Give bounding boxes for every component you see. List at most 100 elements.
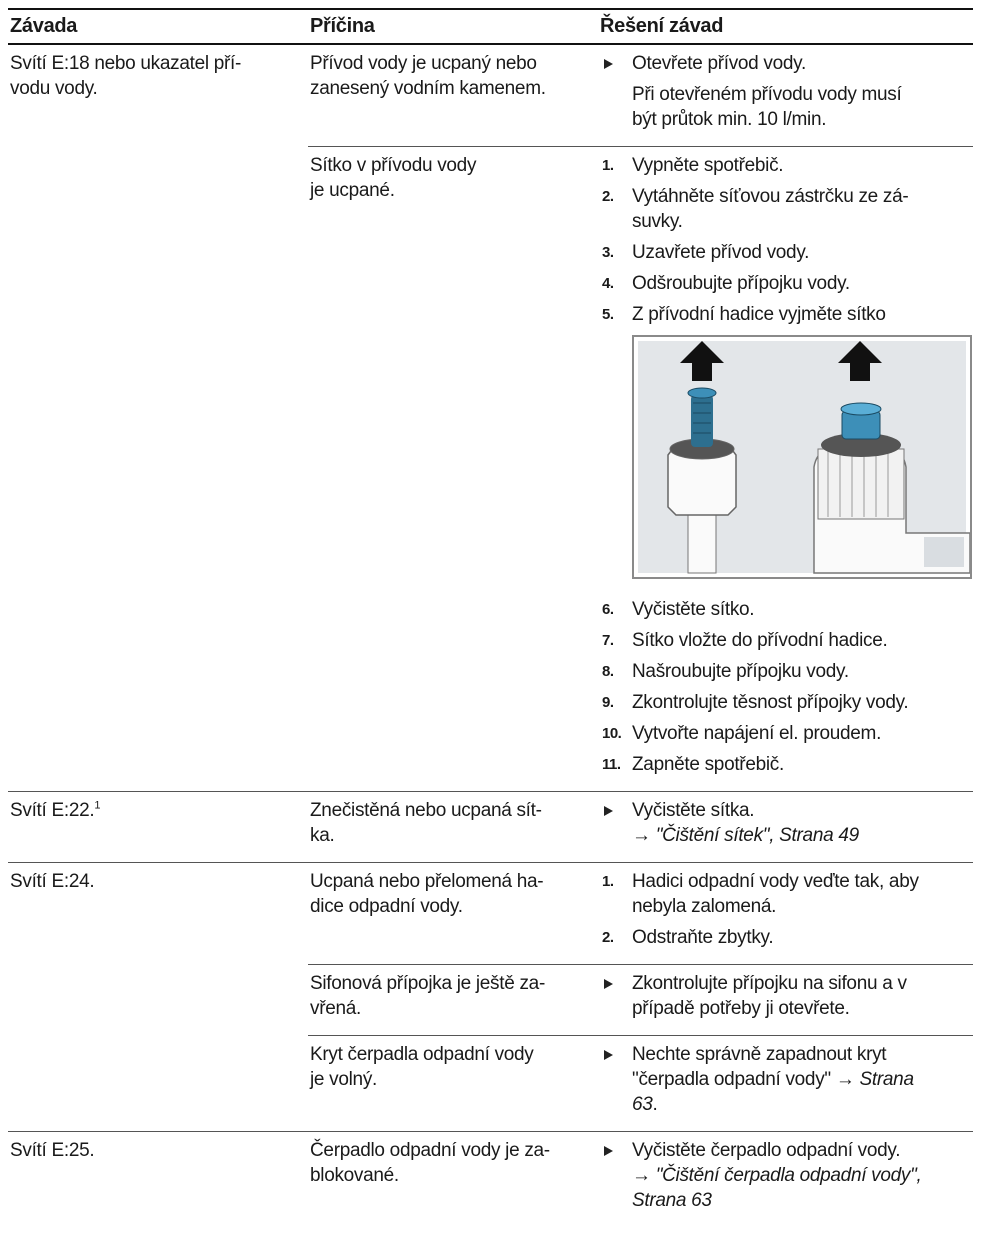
action-text: Nechte správně zapadnout kryt "čerpadla …: [632, 1044, 887, 1090]
header-cell: Řešení závad: [598, 8, 973, 45]
action-text: Vyčistěte čerpadlo odpadní vody.: [632, 1140, 901, 1161]
note: Při otevřeném přívodu vody musí být průt…: [632, 84, 902, 130]
step: 9. Zkontrolujte těsnost přípojky vody.: [600, 690, 965, 715]
fault-text: Svítí E:24.: [10, 871, 95, 892]
header-cell: Závada: [8, 8, 308, 45]
cause-text: Sifonová přípojka je ještě za- vřená.: [310, 973, 545, 1019]
step-text: Zapněte spotřebič.: [632, 754, 784, 775]
link-text: "Čištění čerpadla odpadní vody", Strana …: [632, 1165, 922, 1211]
header-cell: Příčina: [308, 8, 598, 45]
fault-cell: Svítí E:25.: [8, 1131, 308, 1227]
step: 4. Odšroubujte přípojku vody.: [600, 271, 965, 296]
footnote-mark: 1: [94, 799, 101, 812]
cause-cell: Ucpaná nebo přelomená ha- dice odpadní v…: [308, 862, 598, 965]
document: Závada Příčina Řešení závad Svítí E:18 n…: [8, 8, 973, 1227]
step-number: 5.: [602, 306, 614, 323]
action-item: Vyčistěte sítka. → "Čištění sítek", Stran…: [600, 798, 965, 848]
cause-cell: Čerpadlo odpadní vody je za- blokované.: [308, 1131, 598, 1227]
step-text: Z přívodní hadice vyjměte sítko: [632, 304, 886, 325]
step-number: 2.: [602, 929, 614, 946]
action-text: Zkontrolujte přípojku na sifonu a v příp…: [632, 973, 907, 1019]
table-row: Kryt čerpadla odpadní vody je volný. Nech…: [8, 1035, 973, 1132]
solution-cell: Vyčistěte sítka. → "Čištění sítek", Stran…: [598, 791, 973, 863]
step-text: Sítko vložte do přívodní hadice.: [632, 630, 888, 651]
action-item: Nechte správně zapadnout kryt "čerpadla …: [600, 1042, 965, 1117]
step-number: 8.: [602, 663, 614, 680]
step-text: Vyčistěte sítko.: [632, 599, 755, 620]
bullet: [604, 806, 613, 816]
step-number: 2.: [602, 188, 614, 205]
arrow: →: [632, 825, 651, 846]
cause-text: Čerpadlo odpadní vody je za- blokované.: [310, 1140, 550, 1186]
bullet: [604, 1146, 613, 1156]
tail: .: [652, 1094, 658, 1115]
step: 7. Sítko vložte do přívodní hadice.: [600, 628, 965, 653]
step: 2. Vytáhněte síťovou zástrčku ze zá- suvk…: [600, 184, 965, 234]
fault-text: Svítí E:22.: [10, 800, 95, 821]
solution-cell: Otevřete přívod vody. Při otevřeném přívo…: [598, 44, 973, 147]
fault-cell: Svítí E:22.1: [8, 791, 308, 863]
step-text: Zkontrolujte těsnost přípojky vody.: [632, 692, 909, 713]
fault-text: Svítí E:25.: [10, 1140, 95, 1161]
action-text: Otevřete přívod vody.: [632, 53, 806, 74]
cause-cell: Sítko v přívodu vody je ucpané.: [308, 146, 598, 792]
cause-cell: Sifonová přípojka je ještě za- vřená.: [308, 964, 598, 1036]
solution-cell: 1. Hadici odpadní vody veďte tak, aby neb…: [598, 862, 973, 965]
step-number: 11.: [602, 756, 621, 773]
table-row: Svítí E:24. Ucpaná nebo přelomená ha- dic…: [8, 862, 973, 1132]
table-row: Svítí E:22.1 Znečistěná nebo ucpaná sít- …: [8, 791, 973, 863]
step: 3. Uzavřete přívod vody.: [600, 240, 965, 265]
step-number: 10.: [602, 725, 622, 742]
fault-cell: Svítí E:24.: [8, 862, 308, 1132]
step-number: 1.: [602, 157, 614, 174]
table-row: Svítí E:25. Čerpadlo odpadní vody je za- …: [8, 1131, 973, 1227]
fault-cell: Svítí E:18 nebo ukazatel pří- vodu vody.: [8, 44, 308, 792]
action-text: Vyčistěte sítka.: [632, 800, 755, 821]
troubleshooting-table: Závada Příčina Řešení závad Svítí E:18 n…: [8, 8, 973, 1227]
step-number: 3.: [602, 244, 614, 261]
table-row: Sítko v přívodu vody je ucpané. 1. Vypněte…: [8, 146, 973, 792]
step: 6. Vyčistěte sítko.: [600, 597, 965, 622]
step-text: Hadici odpadní vody veďte tak, aby nebyl…: [632, 871, 919, 917]
step-text: Vytvořte napájení el. proudem.: [632, 723, 882, 744]
header-row: Závada Příčina Řešení závad: [8, 8, 973, 45]
step: 8. Našroubujte přípojku vody.: [600, 659, 965, 684]
cause-text: Znečistěná nebo ucpaná sít- ka.: [310, 800, 542, 846]
step: 11. Zapněte spotřebič.: [600, 752, 965, 777]
step-text: Našroubujte přípojku vody.: [632, 661, 849, 682]
cause-cell: Kryt čerpadla odpadní vody je volný.: [308, 1035, 598, 1132]
step-number: 6.: [602, 601, 614, 618]
bullet: [604, 979, 613, 989]
step-number: 9.: [602, 694, 614, 711]
cause-text: Sítko v přívodu vody je ucpané.: [310, 155, 477, 201]
step-text: Vytáhněte síťovou zástrčku ze zá- suvky.: [632, 186, 909, 232]
step: 1. Vypněte spotřebič.: [600, 153, 965, 178]
solution-cell: Zkontrolujte přípojku na sifonu a v příp…: [598, 964, 973, 1036]
cause-cell: Znečistěná nebo ucpaná sít- ka.: [308, 791, 598, 863]
arrow: →: [835, 1069, 855, 1090]
step-number: 4.: [602, 275, 614, 292]
action-item: Vyčistěte čerpadlo odpadní vody. → "Čiště…: [600, 1138, 965, 1213]
cross-reference: → Strana 63.: [632, 1069, 914, 1115]
step-number: 1.: [602, 873, 614, 890]
step: 10. Vytvořte napájení el. proudem.: [600, 721, 965, 746]
step-number: 7.: [602, 632, 614, 649]
action-item: Otevřete přívod vody.: [600, 51, 965, 76]
cause-text: Kryt čerpadla odpadní vody je volný.: [310, 1044, 534, 1090]
cross-reference: → "Čištění sítek", Strana 49: [632, 823, 965, 848]
action-item: Zkontrolujte přípojku na sifonu a v příp…: [600, 971, 965, 1021]
table-row: Svítí E:18 nebo ukazatel pří- vodu vody.…: [8, 44, 973, 147]
table-row: Sifonová přípojka je ještě za- vřená. Zko…: [8, 964, 973, 1036]
solution-cell: 1. Vypněte spotřebič. 2. Vytáhněte síťovou …: [598, 146, 973, 792]
solution-cell: Vyčistěte čerpadlo odpadní vody. → "Čiště…: [598, 1131, 973, 1227]
cause-text: Přívod vody je ucpaný nebo zanesený vodn…: [310, 53, 546, 99]
bullet: [604, 1050, 613, 1060]
step: 1. Hadici odpadní vody veďte tak, aby neb…: [600, 869, 965, 919]
arrow: →: [632, 1165, 651, 1186]
step-text: Vypněte spotřebič.: [632, 155, 784, 176]
step-text: Odšroubujte přípojku vody.: [632, 273, 850, 294]
step-text: Odstraňte zbytky.: [632, 927, 774, 948]
cause-cell: Přívod vody je ucpaný nebo zanesený vodn…: [308, 44, 598, 147]
cross-reference: → "Čištění čerpadla odpadní vody", Stran…: [632, 1163, 965, 1213]
